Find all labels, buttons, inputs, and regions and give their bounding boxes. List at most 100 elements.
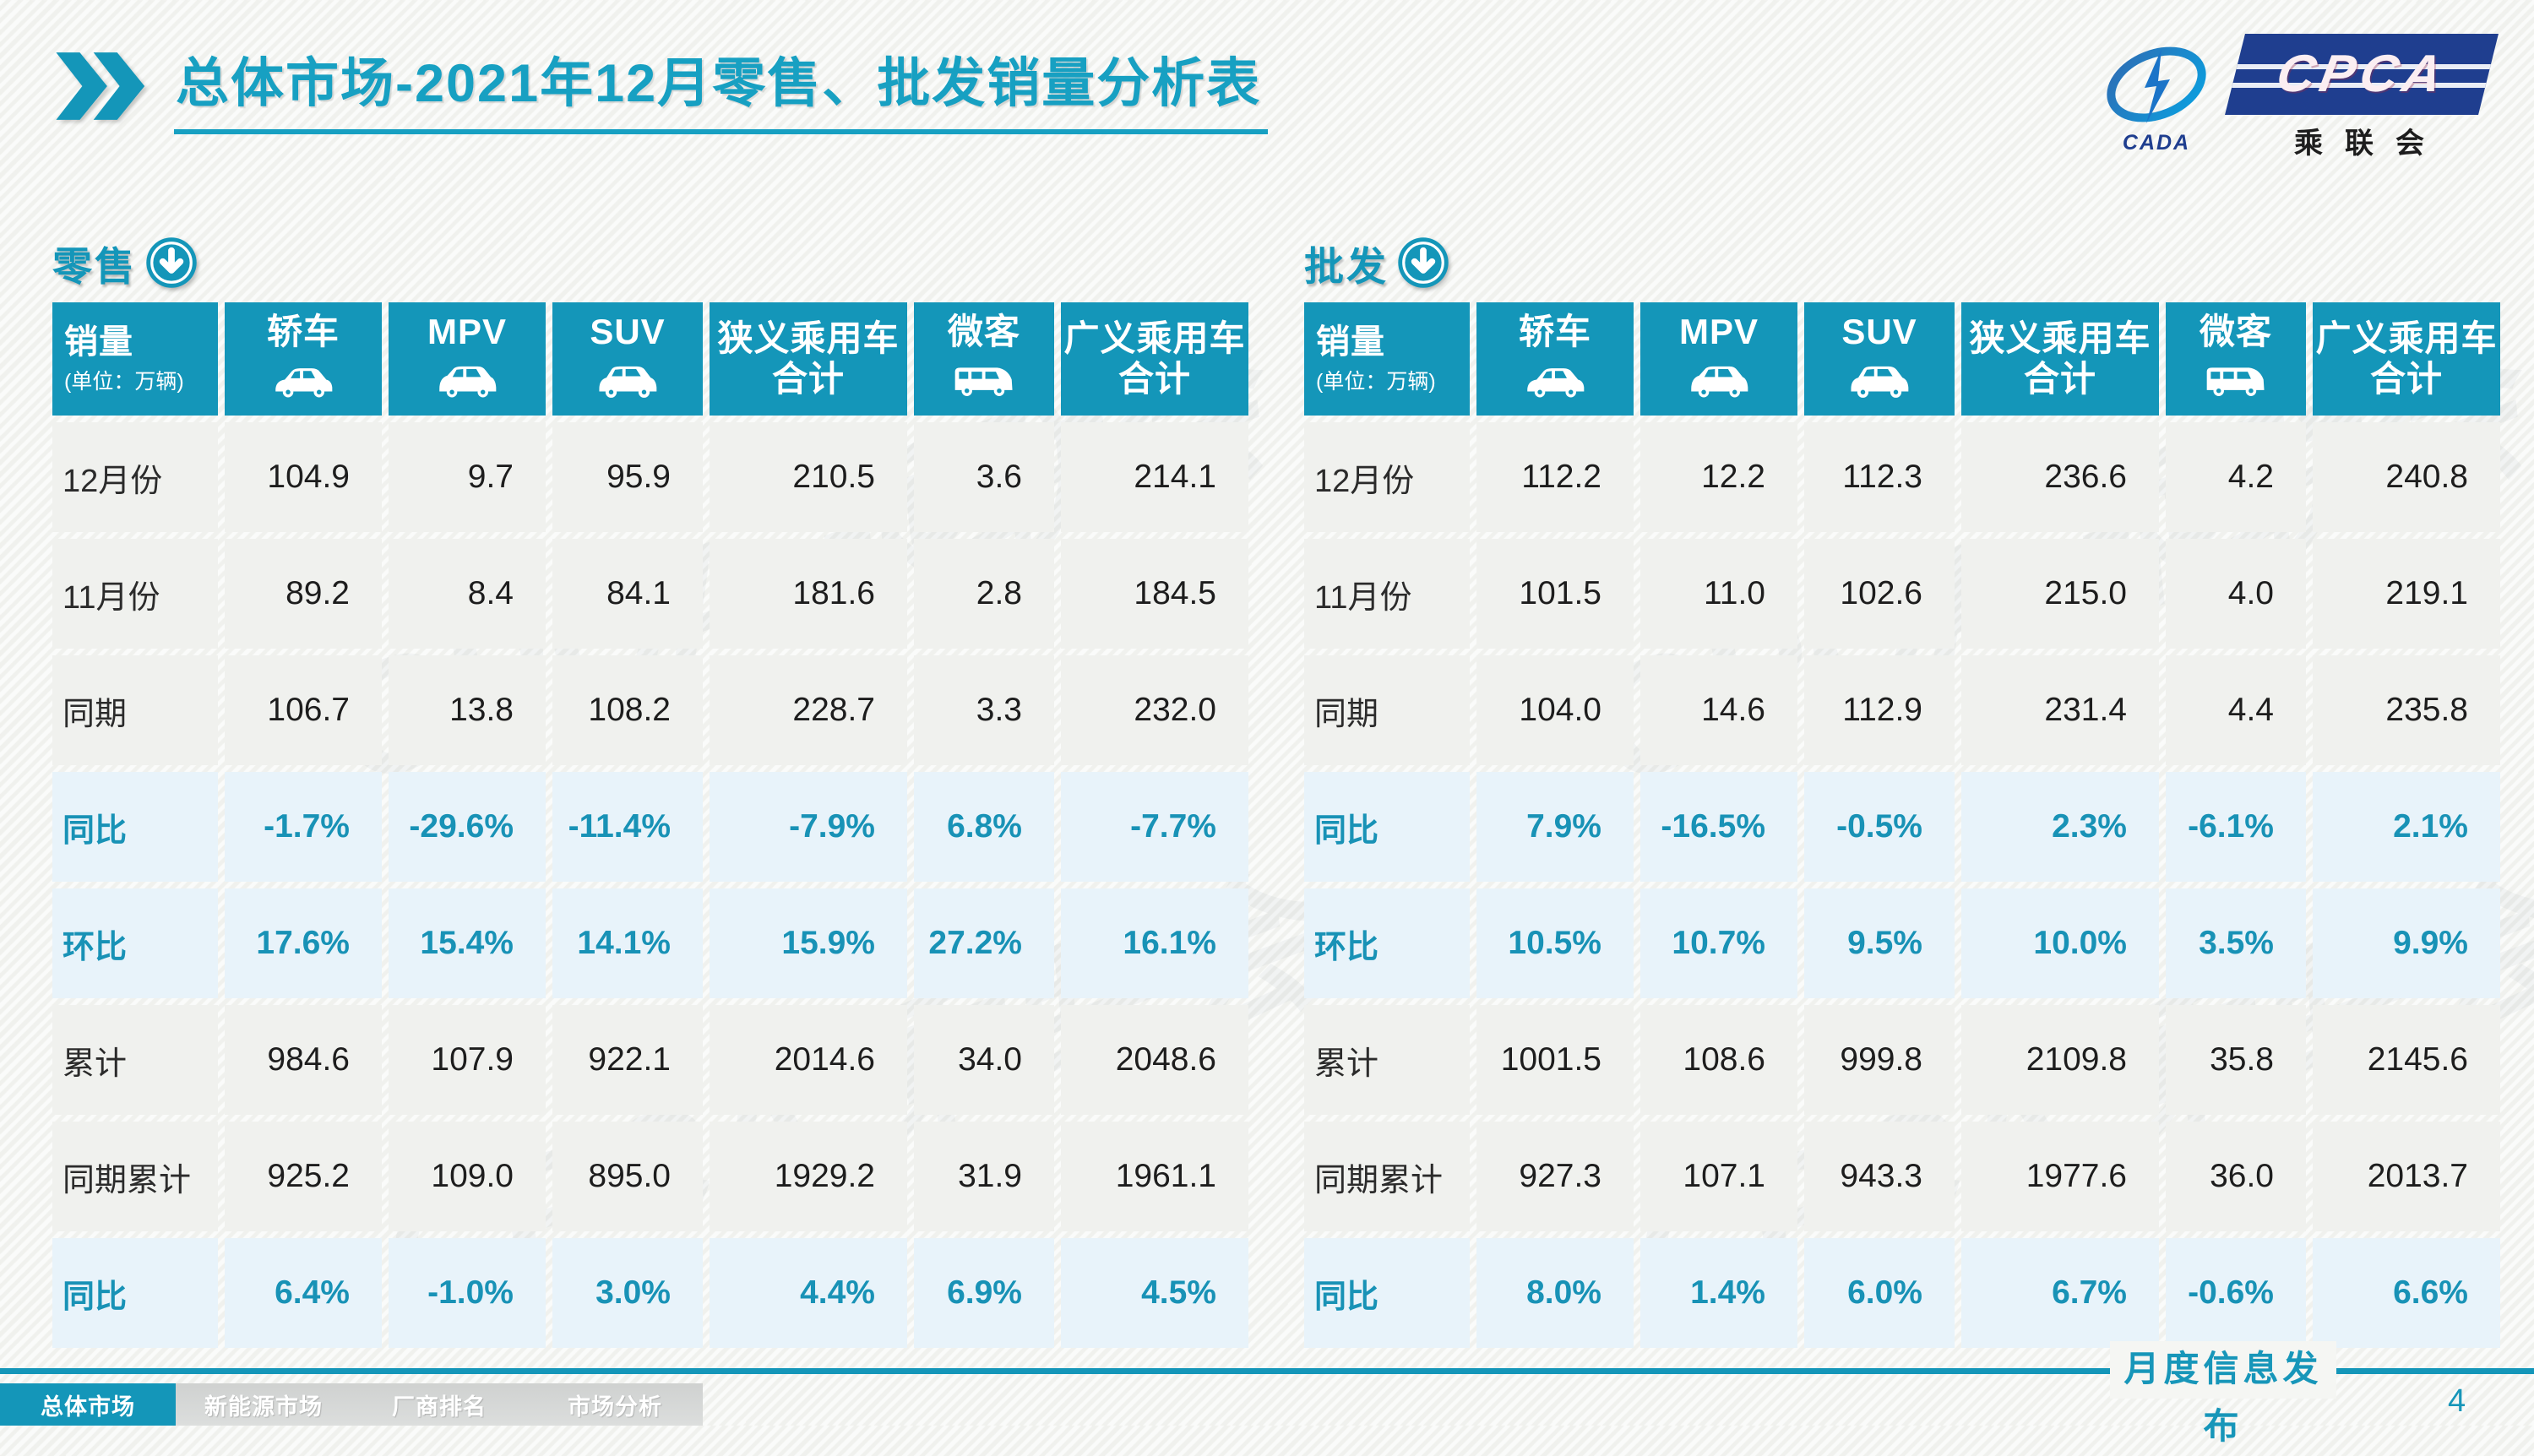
table-cell: 14.6 xyxy=(1640,655,1797,765)
row-label: 11月份 xyxy=(1304,539,1470,649)
table-cell: -11.4% xyxy=(552,772,703,882)
table-cell: -0.6% xyxy=(2166,1238,2306,1348)
table-cell: 1001.5 xyxy=(1476,1005,1634,1115)
table-cell: 922.1 xyxy=(552,1005,703,1115)
table-cell: 108.6 xyxy=(1640,1005,1797,1115)
col-header-1: MPV xyxy=(1640,302,1797,416)
table-cell: 1961.1 xyxy=(1061,1122,1248,1231)
table-cell: 3.0% xyxy=(552,1238,703,1348)
table-cell: 27.2% xyxy=(914,888,1054,998)
nav-tab-1[interactable]: 新能源市场 xyxy=(176,1383,351,1426)
cpca-logo: CADA CPCA 乘联会 xyxy=(2093,34,2499,161)
slide-header: 总体市场-2021年12月零售、批发销量分析表 xyxy=(52,35,1269,134)
table-cell: 925.2 xyxy=(225,1122,382,1231)
table-cell: 106.7 xyxy=(225,655,382,765)
table-cell: 84.1 xyxy=(552,539,703,649)
row-label: 12月份 xyxy=(1304,422,1470,532)
table-cell: 1929.2 xyxy=(710,1122,907,1231)
row-label: 环比 xyxy=(1304,888,1470,998)
col-header-sales: 销量 (单位：万辆) xyxy=(52,302,218,416)
table-cell: 2.8 xyxy=(914,539,1054,649)
table-cell: -0.5% xyxy=(1804,772,1955,882)
footer-label: 月度信息发布 xyxy=(2110,1341,2336,1447)
unit-label: (单位：万辆) xyxy=(64,370,184,394)
row-label: 环比 xyxy=(52,888,218,998)
col-header-3: 狭义乘用车 合计 xyxy=(1961,302,2159,416)
table-cell: 184.5 xyxy=(1061,539,1248,649)
row-label: 同比 xyxy=(52,1238,218,1348)
table-cell: 3.5% xyxy=(2166,888,2306,998)
table-cell: 4.5% xyxy=(1061,1238,1248,1348)
table-cell: 35.8 xyxy=(2166,1005,2306,1115)
col-header-0: 轿车 xyxy=(225,302,382,416)
row-label: 累计 xyxy=(1304,1005,1470,1115)
table-cell: 6.7% xyxy=(1961,1238,2159,1348)
row-label: 同期 xyxy=(1304,655,1470,765)
unit-label: (单位：万辆) xyxy=(1316,370,1436,394)
row-label: 同期累计 xyxy=(1304,1122,1470,1231)
col-header-sales: 销量 (单位：万辆) xyxy=(1304,302,1470,416)
nav-tab-2[interactable]: 厂商排名 xyxy=(351,1383,527,1426)
col-header-4: 微客 xyxy=(2166,302,2306,416)
table-cell: 240.8 xyxy=(2313,422,2500,532)
table-cell: 228.7 xyxy=(710,655,907,765)
table-cell: 101.5 xyxy=(1476,539,1634,649)
col-header-4: 微客 xyxy=(914,302,1054,416)
col-header-1: MPV xyxy=(389,302,546,416)
table-cell: 6.4% xyxy=(225,1238,382,1348)
col-header-5: 广义乘用车 合计 xyxy=(1061,302,1248,416)
table-cell: 112.2 xyxy=(1476,422,1634,532)
row-label: 同期累计 xyxy=(52,1122,218,1231)
table-cell: 3.6 xyxy=(914,422,1054,532)
table-cell: 15.9% xyxy=(710,888,907,998)
nav-tab-3[interactable]: 市场分析 xyxy=(527,1383,703,1426)
table-cell: 215.0 xyxy=(1961,539,2159,649)
retail-section-label: 零售 xyxy=(52,243,137,289)
row-label: 同比 xyxy=(1304,772,1470,882)
table-cell: 17.6% xyxy=(225,888,382,998)
table-cell: 236.6 xyxy=(1961,422,2159,532)
double-chevron-icon xyxy=(56,52,145,120)
col-header-2: SUV xyxy=(552,302,703,416)
table-cell: 235.8 xyxy=(2313,655,2500,765)
col-header-5: 广义乘用车 合计 xyxy=(2313,302,2500,416)
table-cell: 112.3 xyxy=(1804,422,1955,532)
table-cell: 1.4% xyxy=(1640,1238,1797,1348)
table-cell: 181.6 xyxy=(710,539,907,649)
table-cell: 6.0% xyxy=(1804,1238,1955,1348)
table-cell: 102.6 xyxy=(1804,539,1955,649)
table-cell: -6.1% xyxy=(2166,772,2306,882)
table-cell: 11.0 xyxy=(1640,539,1797,649)
table-cell: 34.0 xyxy=(914,1005,1054,1115)
table-cell: 108.2 xyxy=(552,655,703,765)
table-cell: 9.7 xyxy=(389,422,546,532)
table-cell: 2048.6 xyxy=(1061,1005,1248,1115)
table-cell: 107.9 xyxy=(389,1005,546,1115)
table-cell: 104.0 xyxy=(1476,655,1634,765)
table-cell: 4.2 xyxy=(2166,422,2306,532)
table-cell: 927.3 xyxy=(1476,1122,1634,1231)
table-cell: 7.9% xyxy=(1476,772,1634,882)
van-icon xyxy=(951,359,1017,406)
table-cell: 2013.7 xyxy=(2313,1122,2500,1231)
table-cell: 13.8 xyxy=(389,655,546,765)
table-cell: 2.3% xyxy=(1961,772,2159,882)
page-number: 4 xyxy=(2448,1383,2466,1419)
table-cell: 31.9 xyxy=(914,1122,1054,1231)
table-cell: -1.7% xyxy=(225,772,382,882)
table-cell: 2109.8 xyxy=(1961,1005,2159,1115)
table-cell: 104.9 xyxy=(225,422,382,532)
sedan-icon xyxy=(1522,359,1588,406)
row-label: 同比 xyxy=(52,772,218,882)
row-label: 累计 xyxy=(52,1005,218,1115)
table-cell: 6.6% xyxy=(2313,1238,2500,1348)
table-cell: 10.5% xyxy=(1476,888,1634,998)
table-cell: 943.3 xyxy=(1804,1122,1955,1231)
table-cell: 2.1% xyxy=(2313,772,2500,882)
cada-label: CADA xyxy=(2122,131,2191,155)
table-cell: 4.4% xyxy=(710,1238,907,1348)
nav-tab-0[interactable]: 总体市场 xyxy=(0,1383,176,1426)
mpv-icon xyxy=(1686,359,1752,406)
bottom-nav: 总体市场 新能源市场 厂商排名 市场分析 xyxy=(0,1383,703,1426)
table-cell: 6.9% xyxy=(914,1238,1054,1348)
